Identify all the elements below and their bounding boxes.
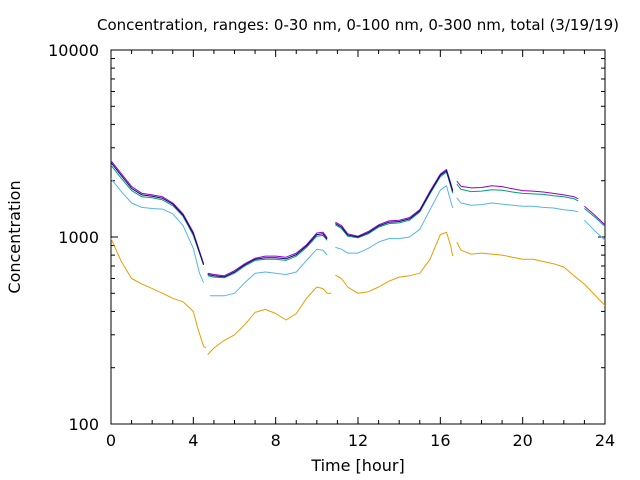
series-segment bbox=[110, 162, 205, 265]
x-tick-label: 20 bbox=[512, 431, 532, 450]
series-segment bbox=[110, 160, 205, 264]
series-2-line bbox=[110, 178, 606, 297]
y-tick-label: 1000 bbox=[58, 228, 99, 247]
series-segment bbox=[335, 170, 454, 238]
series-segment bbox=[335, 168, 454, 237]
series-segment bbox=[456, 180, 579, 200]
x-tick-label: 24 bbox=[595, 431, 615, 450]
y-axis-label: Concentration bbox=[5, 180, 24, 293]
y-tick-label: 10000 bbox=[48, 41, 99, 60]
series-segment bbox=[110, 178, 205, 283]
x-tick-label: 0 bbox=[106, 431, 116, 450]
series-4-line bbox=[110, 160, 606, 277]
series-segment bbox=[207, 234, 328, 279]
axis-tick-labels: 0 4 8 12 16 20 24 100 1000 10000 bbox=[48, 41, 615, 450]
series-5-line bbox=[110, 162, 454, 278]
series-segment bbox=[456, 197, 579, 213]
series-segment bbox=[110, 238, 207, 349]
series-segment bbox=[456, 183, 579, 202]
series-segment bbox=[209, 248, 328, 297]
series-1-line bbox=[110, 231, 606, 355]
series-segment bbox=[584, 219, 606, 241]
series-group bbox=[110, 160, 606, 355]
x-axis-label: Time [hour] bbox=[310, 456, 404, 475]
chart-title: Concentration, ranges: 0-30 nm, 0-100 nm… bbox=[97, 16, 619, 34]
series-3-line bbox=[110, 164, 606, 279]
x-tick-label: 12 bbox=[348, 431, 368, 450]
series-segment bbox=[584, 205, 606, 226]
series-segment bbox=[335, 171, 454, 239]
y-tick-label: 100 bbox=[68, 415, 99, 434]
x-tick-label: 8 bbox=[271, 431, 281, 450]
series-segment bbox=[335, 185, 454, 254]
x-tick-label: 4 bbox=[188, 431, 198, 450]
series-segment bbox=[207, 233, 328, 278]
axis-ticks bbox=[110, 49, 606, 425]
series-segment bbox=[456, 241, 606, 306]
series-segment bbox=[207, 231, 328, 277]
series-segment bbox=[207, 286, 332, 355]
series-segment bbox=[335, 231, 454, 294]
series-segment bbox=[110, 164, 205, 265]
x-tick-label: 16 bbox=[430, 431, 450, 450]
series-segment bbox=[584, 208, 606, 227]
